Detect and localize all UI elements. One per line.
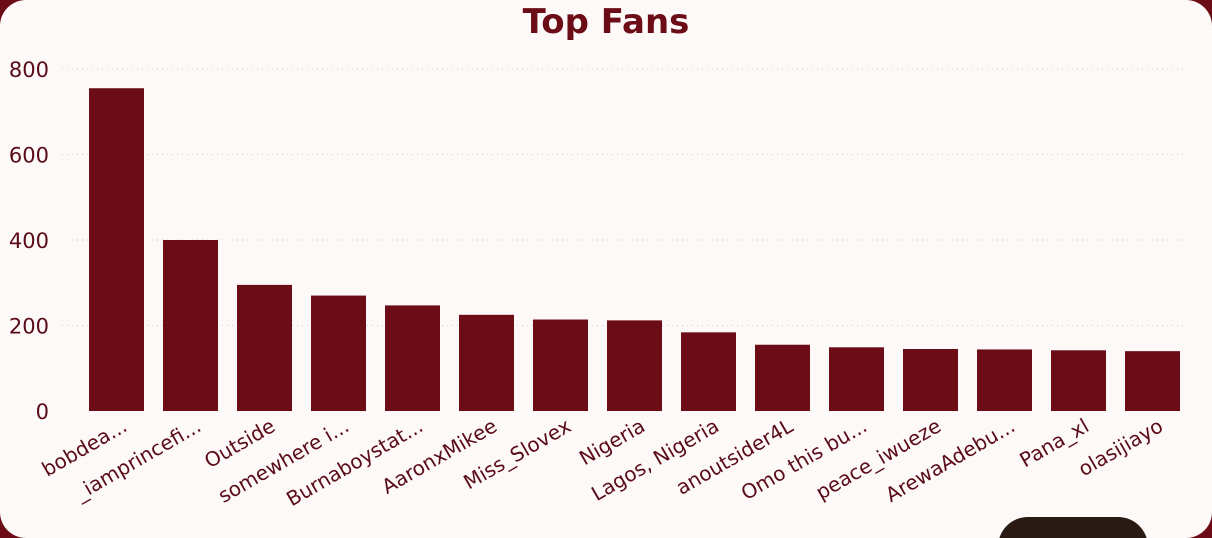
x-tick-label: olasijiayo <box>1074 414 1167 482</box>
bar[interactable] <box>459 314 514 411</box>
bar[interactable] <box>237 284 292 411</box>
corner-image-fragment <box>998 517 1148 538</box>
bars <box>89 88 1180 412</box>
bar[interactable] <box>829 347 884 411</box>
y-tick-label: 400 <box>9 229 49 253</box>
bar[interactable] <box>385 305 440 411</box>
y-tick-label: 200 <box>9 315 49 339</box>
bar[interactable] <box>607 320 662 411</box>
bar[interactable] <box>89 88 144 412</box>
bar[interactable] <box>533 319 588 411</box>
chart-title: Top Fans <box>522 2 690 42</box>
x-tick-label: Omo this bu... <box>737 414 871 505</box>
x-tick-label: peace_iwueze <box>812 414 945 505</box>
x-tick-label: Lagos, Nigeria <box>587 414 723 506</box>
bar[interactable] <box>977 349 1032 411</box>
bar[interactable] <box>311 295 366 411</box>
x-axis-labels: bobdea..._iamprincefi...Outsidesomewhere… <box>38 413 1167 511</box>
bar[interactable] <box>1051 350 1106 411</box>
bar[interactable] <box>681 332 736 411</box>
bar[interactable] <box>903 349 958 411</box>
y-axis-ticks: 0 200 400 600 800 <box>9 58 49 424</box>
bar[interactable] <box>163 240 218 411</box>
bar[interactable] <box>1125 351 1180 411</box>
x-tick-label: _iamprincefi... <box>70 414 205 506</box>
grid-layer <box>62 68 1185 326</box>
x-tick-label: ArewaAdebu... <box>881 414 1019 507</box>
y-tick-label: 0 <box>36 400 49 424</box>
y-tick-label: 600 <box>9 144 49 168</box>
y-tick-label: 800 <box>9 58 49 82</box>
bar[interactable] <box>755 344 810 411</box>
